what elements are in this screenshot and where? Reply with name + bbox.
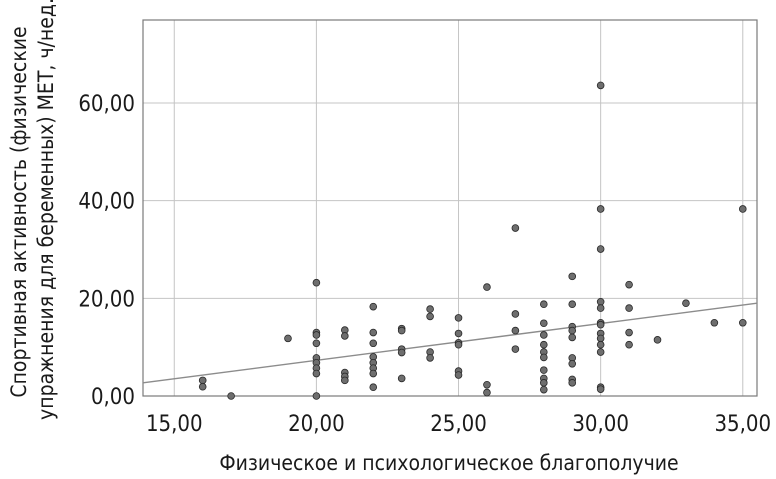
data-point [369,328,378,337]
data-point [198,376,207,385]
data-point [540,353,548,362]
data-point [511,345,520,353]
data-point [369,383,378,392]
data-point [540,340,548,349]
data-point [540,385,548,394]
y-tick-label: 40,00 [78,190,135,215]
data-point [454,340,463,349]
data-point [397,374,406,383]
data-point [483,388,491,397]
data-point [426,305,434,313]
data-point [540,300,548,308]
data-point [227,392,235,400]
data-point [738,318,747,327]
data-point [596,245,605,253]
data-point [312,339,321,348]
data-point [511,224,520,232]
data-point [625,280,633,289]
data-point [369,369,378,378]
data-point [540,319,548,328]
data-point [540,379,548,387]
data-point [596,297,605,306]
data-point [312,369,321,378]
data-point [653,336,662,344]
x-tick-label: 30,00 [572,412,629,437]
data-point [568,333,577,342]
data-point [312,392,321,400]
x-tick-label: 20,00 [288,412,345,437]
y-tick-label: 0,00 [91,385,135,410]
data-point [511,310,520,318]
data-point [483,283,491,291]
data-point [596,304,605,312]
data-point [596,205,605,213]
y-tick-labels: 0,00 20,00 40,00 60,00 [78,92,135,410]
x-axis-label: Физическое и психологическое благополучи… [219,451,678,475]
x-tick-label: 25,00 [430,412,487,437]
data-points [198,81,747,400]
y-axis-label-line-1: Спортивная активность (физические [7,26,31,397]
plot-frame [142,19,758,397]
data-point [568,379,577,387]
data-point [596,340,605,349]
data-point [341,332,349,340]
data-point [540,366,548,374]
data-point [511,326,520,335]
gridlines [143,20,757,397]
data-point [454,329,463,338]
data-point [369,302,378,311]
data-point [198,382,207,391]
data-point [738,205,747,213]
x-tick-label: 15,00 [146,412,203,437]
data-point [369,339,378,348]
x-tick-label: 35,00 [714,412,771,437]
y-tick-label: 60,00 [78,92,135,117]
data-point [568,359,577,368]
data-point [568,272,577,281]
data-point [540,331,548,339]
data-point [312,331,321,339]
y-axis-label-line-2: упражнения для беременных) МЕТ, ч/нед. [34,0,58,420]
data-point [625,340,633,349]
x-tick-labels: 15,00 20,00 25,00 30,00 35,00 [146,412,771,437]
data-point [397,326,406,335]
data-point [682,299,690,308]
data-point [426,312,434,321]
data-point [596,385,605,393]
data-point [596,334,605,343]
data-point [625,304,633,312]
data-point [397,348,406,357]
data-point [483,380,491,389]
y-axis-label: Спортивная активность (физические упражн… [7,0,58,420]
data-point [710,318,719,327]
data-point [568,326,577,335]
fit-line [142,302,758,384]
data-point [625,328,633,337]
data-point [568,300,577,308]
data-point [284,334,292,343]
data-point [426,354,434,362]
data-point [596,320,605,329]
data-point [596,81,605,90]
data-point [312,278,321,287]
data-point [454,314,463,322]
data-point [596,348,605,356]
y-tick-label: 20,00 [78,287,135,312]
data-point [454,371,463,379]
data-point [341,376,349,385]
